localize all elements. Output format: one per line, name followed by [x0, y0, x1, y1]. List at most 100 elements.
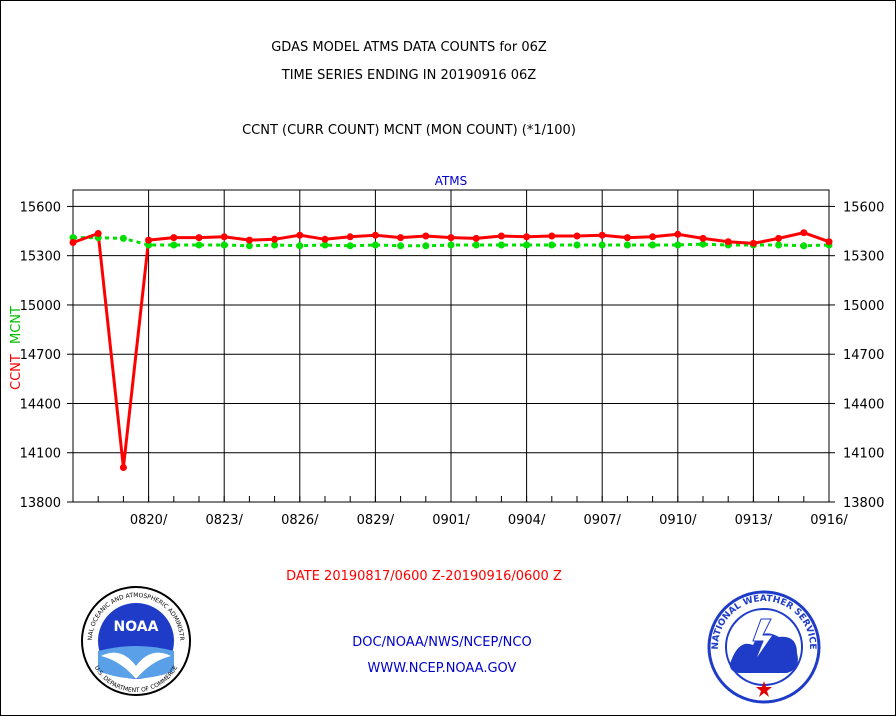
- data-point-ccnt: [170, 234, 178, 242]
- data-point-mcnt: [548, 241, 556, 249]
- footer-org: DOC/NOAA/NWS/NCEP/NCO: [352, 635, 531, 650]
- data-point-mcnt: [623, 241, 631, 249]
- y-tick-label-left: 14100: [20, 447, 61, 462]
- data-point-ccnt: [573, 232, 581, 240]
- data-point-ccnt: [145, 236, 153, 244]
- cloud-icon: [730, 633, 798, 673]
- data-point-mcnt: [397, 242, 405, 250]
- data-point-mcnt: [195, 241, 203, 249]
- data-point-mcnt: [271, 241, 279, 249]
- svg-text:NATIONAL OCEANIC AND ATMOSPHER: NATIONAL OCEANIC AND ATMOSPHERIC ADMINIS…: [1, 1, 185, 641]
- data-point-ccnt: [548, 232, 556, 240]
- data-point-ccnt: [321, 235, 329, 243]
- chart-subtitle: CCNT (CURR COUNT) MCNT (MON COUNT) (*1/1…: [242, 123, 576, 138]
- y-tick-label-right: 14700: [843, 348, 884, 363]
- x-tick-label: 0823/: [205, 513, 243, 528]
- data-point-mcnt: [170, 241, 178, 249]
- x-axis-ticks: 0820/0823/0826/0829/0901/0904/0907/0910/…: [72, 496, 848, 528]
- data-point-ccnt: [220, 233, 228, 241]
- y-tick-label-right: 13800: [843, 496, 884, 511]
- data-point-ccnt: [649, 233, 657, 241]
- data-point-ccnt: [472, 234, 480, 242]
- footer-url[interactable]: WWW.NCEP.NOAA.GOV: [368, 661, 517, 676]
- data-point-ccnt: [623, 234, 631, 242]
- data-point-ccnt: [119, 464, 127, 471]
- ylabel-mcnt: MCNT: [9, 306, 24, 344]
- data-point-mcnt: [346, 242, 354, 250]
- x-tick-label: 0916/: [810, 513, 848, 528]
- noaa-bird-icon: [101, 652, 171, 679]
- data-point-mcnt: [321, 241, 329, 249]
- data-point-mcnt: [800, 242, 808, 250]
- data-point-ccnt: [245, 236, 253, 244]
- date-range: DATE 20190817/0600 Z-20190916/0600 Z: [286, 569, 562, 584]
- data-point-mcnt: [472, 241, 480, 249]
- data-point-mcnt: [573, 241, 581, 249]
- data-point-mcnt: [119, 234, 127, 242]
- data-point-ccnt: [397, 234, 405, 242]
- data-point-ccnt: [674, 230, 682, 238]
- x-tick-label: 0913/: [735, 513, 773, 528]
- y-tick-label-right: 15300: [843, 250, 884, 265]
- data-point-mcnt: [775, 241, 783, 249]
- data-point-ccnt: [699, 234, 707, 242]
- data-point-ccnt: [775, 234, 783, 242]
- data-point-ccnt: [195, 234, 203, 242]
- nws-logo: NATIONAL WEATHER SERVICE: [707, 590, 821, 704]
- x-tick-label: 0904/: [508, 513, 546, 528]
- data-point-ccnt: [749, 239, 757, 247]
- x-tick-label: 0820/: [130, 513, 168, 528]
- y-tick-label-left: 15000: [20, 299, 61, 314]
- data-point-mcnt: [674, 241, 682, 249]
- ylabel-ccnt: CCNT: [9, 354, 24, 390]
- y-tick-label-left: 13800: [20, 496, 61, 511]
- y-tick-label-left: 15600: [20, 200, 61, 215]
- y-tick-label-right: 15000: [843, 299, 884, 314]
- y-axis-ticks: 13800 13800 14100 14100 14400 14400 14700 14700…: [20, 200, 885, 511]
- series-points: [69, 229, 833, 471]
- noaa-logo-text: NOAA: [114, 619, 159, 635]
- data-point-mcnt: [422, 242, 430, 250]
- y-tick-label-right: 14100: [843, 447, 884, 462]
- x-tick-label: 0826/: [281, 513, 319, 528]
- x-tick-label: 0829/: [357, 513, 395, 528]
- chart-title-line2: TIME SERIES ENDING IN 20190916 06Z: [281, 68, 537, 83]
- data-point-ccnt: [523, 233, 531, 241]
- data-point-ccnt: [447, 234, 455, 242]
- data-point-mcnt: [497, 241, 505, 249]
- data-point-ccnt: [800, 229, 808, 237]
- data-point-ccnt: [69, 239, 77, 246]
- y-tick-label-right: 15600: [843, 200, 884, 215]
- data-point-ccnt: [825, 238, 833, 246]
- data-point-ccnt: [497, 232, 505, 240]
- data-point-mcnt: [699, 240, 707, 248]
- data-point-mcnt: [245, 242, 253, 250]
- y-tick-label-right: 14400: [843, 397, 884, 412]
- x-tick-label: 0907/: [583, 513, 621, 528]
- data-point-mcnt: [220, 241, 228, 249]
- data-point-ccnt: [271, 235, 279, 243]
- noaa-ring-top: NATIONAL OCEANIC AND ATMOSPHERIC ADMINIS…: [1, 1, 185, 641]
- panel-title: ATMS: [435, 174, 468, 188]
- lightning-icon: [752, 618, 774, 662]
- y-tick-label-left: 14400: [20, 397, 61, 412]
- data-point-ccnt: [296, 231, 304, 239]
- data-point-mcnt: [145, 241, 153, 249]
- star-icon: [756, 681, 772, 697]
- data-point-mcnt: [598, 241, 606, 249]
- x-tick-label: 0910/: [659, 513, 697, 528]
- data-point-mcnt: [296, 242, 304, 250]
- data-point-ccnt: [94, 230, 102, 237]
- data-point-mcnt: [523, 241, 531, 249]
- data-point-mcnt: [371, 241, 379, 249]
- data-point-ccnt: [346, 233, 354, 241]
- data-point-ccnt: [422, 232, 430, 240]
- chart-title-line1: GDAS MODEL ATMS DATA COUNTS for 06Z: [271, 40, 547, 55]
- x-tick-label: 0901/: [432, 513, 470, 528]
- y-tick-label-left: 14700: [20, 348, 61, 363]
- y-tick-label-left: 15300: [20, 250, 61, 265]
- data-point-ccnt: [371, 231, 379, 239]
- data-point-mcnt: [649, 241, 657, 249]
